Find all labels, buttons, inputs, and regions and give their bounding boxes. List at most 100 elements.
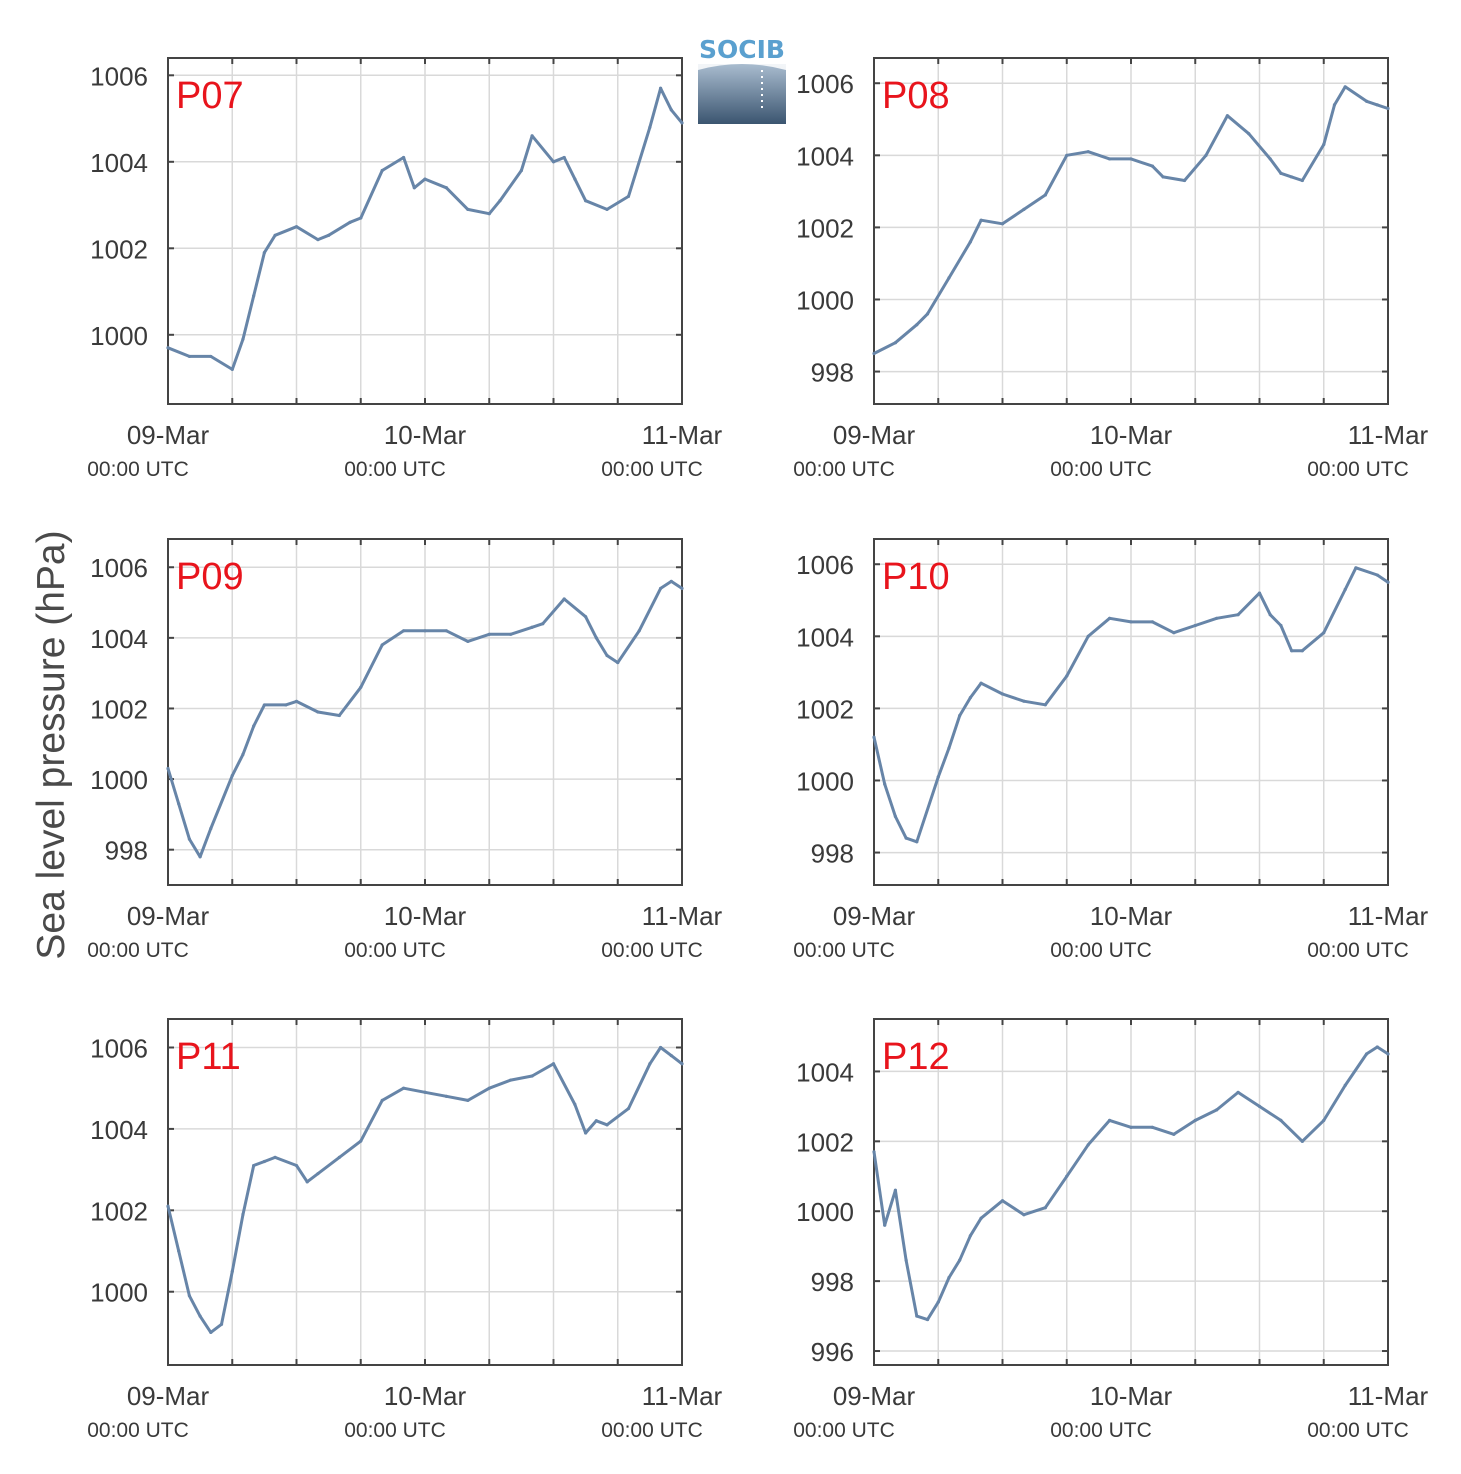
y-tick-label: 1004 bbox=[90, 148, 148, 178]
data-point bbox=[669, 108, 673, 112]
data-point bbox=[1300, 649, 1304, 653]
data-point bbox=[359, 1139, 363, 1143]
data-point bbox=[423, 629, 427, 633]
x-tick-sublabel: 00:00 UTC bbox=[87, 939, 189, 962]
data-point bbox=[444, 186, 449, 190]
data-point bbox=[1354, 566, 1358, 570]
data-point bbox=[979, 681, 983, 685]
data-point bbox=[968, 1234, 972, 1238]
data-point bbox=[584, 615, 588, 619]
data-point bbox=[925, 1317, 930, 1322]
series-line bbox=[166, 1046, 684, 1334]
data-point bbox=[1193, 623, 1197, 628]
data-point bbox=[1290, 175, 1294, 179]
data-point bbox=[1086, 1143, 1090, 1147]
data-point bbox=[1386, 106, 1390, 111]
y-tick-label: 1004 bbox=[796, 1057, 854, 1087]
data-point bbox=[1279, 623, 1283, 628]
data-point bbox=[562, 597, 566, 601]
y-tick-label: 998 bbox=[105, 836, 148, 866]
data-point bbox=[1107, 157, 1112, 161]
data-point bbox=[584, 1131, 588, 1135]
data-point bbox=[209, 354, 213, 359]
data-point bbox=[177, 1249, 181, 1253]
data-point bbox=[1086, 150, 1090, 154]
data-point bbox=[380, 168, 384, 173]
data-point bbox=[648, 125, 652, 129]
data-point bbox=[1343, 85, 1347, 89]
data-point bbox=[573, 1102, 577, 1107]
x-tick-label: 10-Mar bbox=[1090, 901, 1173, 931]
y-tick-label: 998 bbox=[811, 839, 854, 869]
panel-p07: 1000 1002 1004 1006 09-Mar 00:00 UTC 10-Mar 00:… bbox=[87, 57, 723, 481]
data-point bbox=[1161, 175, 1165, 179]
data-point bbox=[947, 746, 951, 750]
data-point bbox=[1065, 674, 1069, 678]
x-tick-label: 10-Mar bbox=[1090, 1381, 1173, 1411]
data-point bbox=[509, 632, 513, 636]
data-point bbox=[637, 629, 641, 633]
data-point bbox=[680, 121, 684, 125]
y-tick-label: 1002 bbox=[90, 1196, 148, 1226]
data-point bbox=[305, 1180, 309, 1184]
panel-p08: 998 1000 1002 1004 1006 09-Mar 00:00 UTC 10-Mar… bbox=[793, 57, 1429, 481]
logo-text: SOCIB bbox=[699, 35, 785, 64]
data-point bbox=[359, 216, 363, 220]
data-point bbox=[680, 586, 684, 591]
x-tick-sublabel: 00:00 UTC bbox=[344, 1419, 446, 1442]
data-point bbox=[530, 1074, 534, 1078]
data-point bbox=[1193, 1118, 1197, 1122]
data-point bbox=[530, 625, 534, 629]
data-point bbox=[230, 367, 234, 371]
x-tick-label: 09-Mar bbox=[833, 420, 916, 450]
data-point bbox=[915, 840, 919, 844]
data-point bbox=[444, 629, 449, 633]
data-point bbox=[1065, 153, 1069, 157]
y-tick-label: 1000 bbox=[796, 766, 854, 796]
data-point bbox=[551, 160, 556, 164]
data-point bbox=[327, 233, 331, 237]
data-point bbox=[1086, 634, 1090, 638]
y-tick-label: 1002 bbox=[796, 1127, 854, 1157]
y-tick-label: 1006 bbox=[796, 550, 854, 580]
data-point bbox=[187, 1294, 192, 1298]
data-point bbox=[658, 86, 663, 90]
data-point bbox=[1150, 620, 1155, 624]
data-point bbox=[337, 1155, 341, 1159]
y-tick-label: 1004 bbox=[90, 1115, 148, 1145]
data-point bbox=[925, 312, 930, 316]
data-point bbox=[1129, 157, 1133, 161]
data-point bbox=[1107, 1118, 1112, 1122]
data-point bbox=[1182, 178, 1187, 183]
data-point bbox=[936, 1300, 940, 1304]
data-point bbox=[947, 1276, 951, 1280]
data-point bbox=[337, 713, 341, 718]
series-line bbox=[872, 85, 1390, 355]
x-tick-label: 09-Mar bbox=[127, 901, 210, 931]
data-point bbox=[883, 1223, 887, 1227]
data-point bbox=[958, 1258, 962, 1262]
data-point bbox=[1247, 132, 1251, 136]
data-point bbox=[166, 766, 170, 771]
data-point bbox=[294, 225, 299, 229]
data-point bbox=[872, 735, 876, 739]
data-point bbox=[669, 579, 673, 583]
data-point bbox=[1107, 616, 1112, 620]
x-tick-label: 10-Mar bbox=[384, 420, 467, 450]
data-point bbox=[1322, 631, 1326, 635]
data-point bbox=[1300, 178, 1304, 183]
data-point bbox=[498, 199, 502, 203]
x-tick-sublabel: 00:00 UTC bbox=[793, 1419, 895, 1442]
data-point bbox=[1000, 692, 1005, 696]
data-point bbox=[904, 836, 908, 840]
data-point bbox=[1257, 1104, 1262, 1108]
panel-label: P07 bbox=[176, 75, 244, 117]
y-tick-label: 1006 bbox=[90, 553, 148, 583]
x-tick-label: 09-Mar bbox=[127, 420, 210, 450]
data-point bbox=[1150, 1125, 1155, 1129]
x-tick-sublabel: 00:00 UTC bbox=[601, 458, 703, 481]
y-tick-label: 1000 bbox=[796, 285, 854, 315]
data-point bbox=[1322, 1118, 1326, 1122]
y-tick-label: 1004 bbox=[90, 624, 148, 654]
y-tick-label: 1004 bbox=[796, 622, 854, 652]
